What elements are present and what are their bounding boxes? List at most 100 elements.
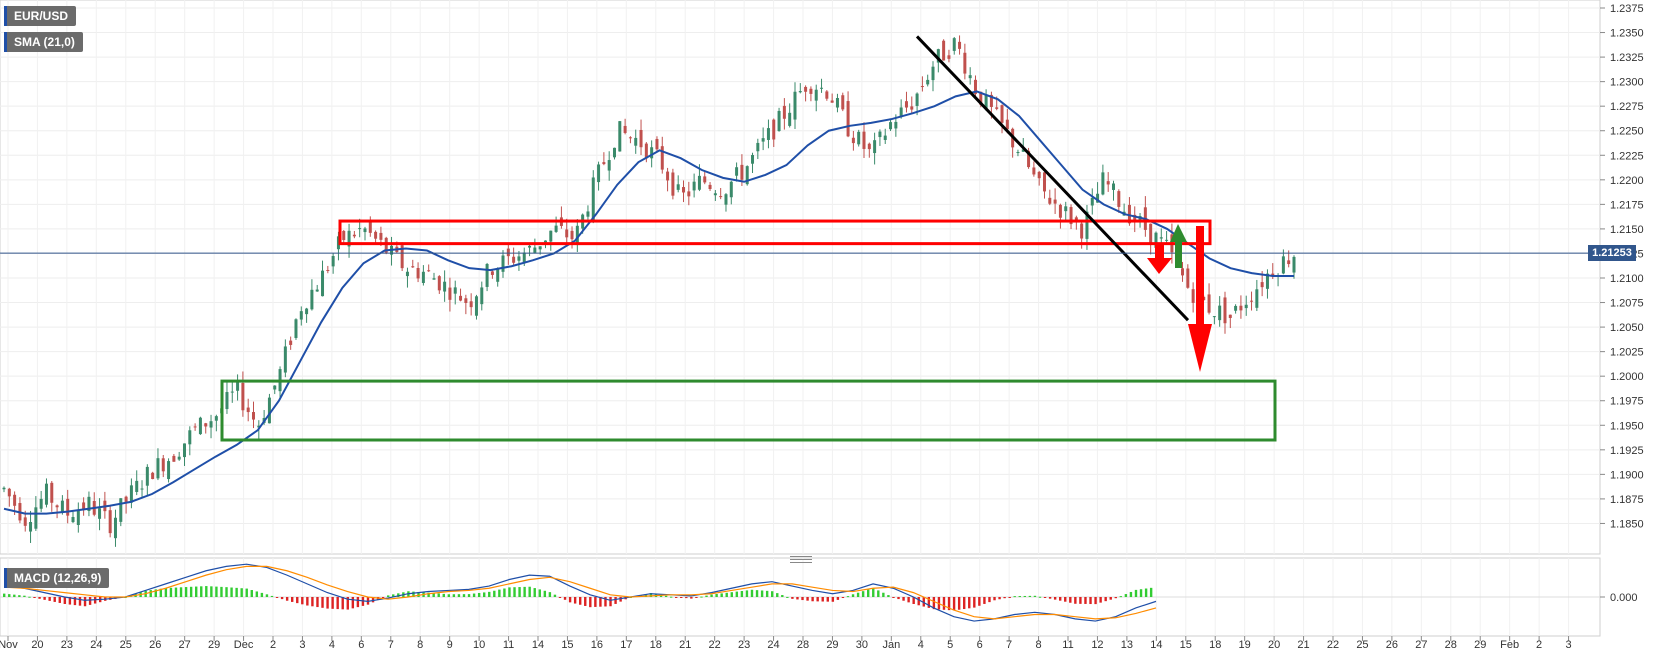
macd-histogram-bar xyxy=(452,594,456,597)
macd-histogram-bar xyxy=(1008,597,1011,598)
macd-histogram-bar xyxy=(745,590,749,597)
sma-indicator-tag[interactable]: SMA (21,0) xyxy=(4,32,83,52)
macd-histogram-bar xyxy=(1013,596,1016,598)
candle-body xyxy=(820,87,824,89)
y-tick-label: 1.1925 xyxy=(1610,445,1644,457)
small-down-arrow-shaft xyxy=(1155,244,1164,260)
x-tick-label: 8 xyxy=(417,639,423,651)
macd-histogram-bar xyxy=(619,597,622,602)
candle-body xyxy=(1127,204,1131,224)
macd-histogram-bar xyxy=(250,590,253,597)
macd-histogram-bar xyxy=(952,597,956,611)
candle-body xyxy=(23,517,27,526)
candle-body xyxy=(830,100,834,103)
candle-body xyxy=(846,101,850,137)
macd-histogram-bar xyxy=(740,590,744,597)
macd-histogram-bar xyxy=(917,597,920,606)
candle-body xyxy=(766,128,770,140)
macd-histogram-bar xyxy=(947,597,951,611)
candle-body xyxy=(374,231,378,239)
pane-resize-handle[interactable] xyxy=(790,556,812,563)
candle-body xyxy=(358,228,362,230)
candle-body xyxy=(363,228,367,233)
candle-body xyxy=(772,119,776,140)
macd-histogram-bar xyxy=(604,597,607,607)
current-price-label: 1.21253 xyxy=(1588,245,1636,262)
macd-histogram-bar xyxy=(1069,597,1072,603)
candle-body xyxy=(703,176,707,183)
candle-body xyxy=(490,271,494,275)
macd-histogram-bar xyxy=(260,592,264,597)
y-tick-label: 1.2225 xyxy=(1610,150,1644,162)
macd-histogram-bar xyxy=(508,587,511,597)
candle-body xyxy=(1133,214,1137,222)
candle-body xyxy=(2,487,6,490)
x-tick-label: 21 xyxy=(679,639,691,651)
macd-histogram-bar xyxy=(1074,597,1077,604)
y-tick-label: 1.2375 xyxy=(1610,3,1644,15)
macd-histogram-bar xyxy=(164,588,168,597)
macd-histogram-bar xyxy=(710,594,713,597)
macd-histogram-bar xyxy=(750,589,754,597)
candle-body xyxy=(825,91,829,99)
y-tick-label: 1.2050 xyxy=(1610,322,1644,334)
macd-histogram-bar xyxy=(457,594,461,597)
x-tick-label: 26 xyxy=(1386,639,1398,651)
macd-histogram-bar xyxy=(669,596,673,598)
x-tick-label: 27 xyxy=(1415,639,1427,651)
x-tick-label: 26 xyxy=(149,639,161,651)
candle-body xyxy=(459,295,463,301)
candle-body xyxy=(1027,150,1031,168)
candle-body xyxy=(469,301,473,308)
candle-body xyxy=(926,79,930,85)
y-tick-label: 1.2275 xyxy=(1610,101,1644,113)
y-tick-label: 1.2300 xyxy=(1610,77,1644,89)
macd-histogram-bar xyxy=(1149,587,1153,597)
macd-histogram-bar xyxy=(88,597,92,605)
candle-body xyxy=(878,131,882,138)
macd-histogram-bar xyxy=(351,597,355,609)
candle-body xyxy=(607,160,611,171)
macd-histogram-bar xyxy=(543,590,547,597)
symbol-tag[interactable]: EUR/USD xyxy=(4,6,77,26)
macd-histogram-bar xyxy=(316,597,319,608)
macd-histogram-bar xyxy=(700,596,703,598)
candle-body xyxy=(1112,183,1116,190)
candle-body xyxy=(628,137,632,139)
candle-body xyxy=(1255,289,1259,308)
candle-body xyxy=(1037,171,1041,179)
candle-body xyxy=(655,138,659,150)
x-tick-label: 22 xyxy=(1327,639,1339,651)
macd-histogram-bar xyxy=(245,588,248,597)
candle-body xyxy=(87,496,91,511)
candle-body xyxy=(1292,256,1296,273)
macd-histogram-bar xyxy=(78,597,82,606)
macd-histogram-bar xyxy=(205,586,208,597)
x-tick-label: 3 xyxy=(1565,639,1571,651)
candle-body xyxy=(1069,207,1073,225)
candle-body xyxy=(910,106,914,110)
candle-body xyxy=(289,340,293,345)
candle-body xyxy=(204,423,208,427)
macd-histogram-bar xyxy=(83,597,87,607)
macd-histogram-bar xyxy=(63,597,67,604)
candle-body xyxy=(119,498,123,522)
candle-body xyxy=(474,296,478,316)
y-tick-label: 1.2175 xyxy=(1610,199,1644,211)
candle-body xyxy=(952,38,956,51)
macd-histogram-bar xyxy=(725,592,728,597)
macd-histogram-bar xyxy=(897,597,900,600)
macd-indicator-tag[interactable]: MACD (12,26,9) xyxy=(4,568,110,588)
macd-histogram-bar xyxy=(781,595,784,597)
macd-histogram-bar xyxy=(685,597,688,599)
candle-body xyxy=(294,319,298,338)
candle-body xyxy=(570,230,574,240)
candle-body xyxy=(167,461,171,480)
candle-body xyxy=(729,181,733,198)
macd-histogram-bar xyxy=(1109,597,1112,600)
macd-histogram-bar xyxy=(462,594,466,597)
macd-histogram-bar xyxy=(472,593,476,597)
macd-histogram-bar xyxy=(912,597,915,604)
